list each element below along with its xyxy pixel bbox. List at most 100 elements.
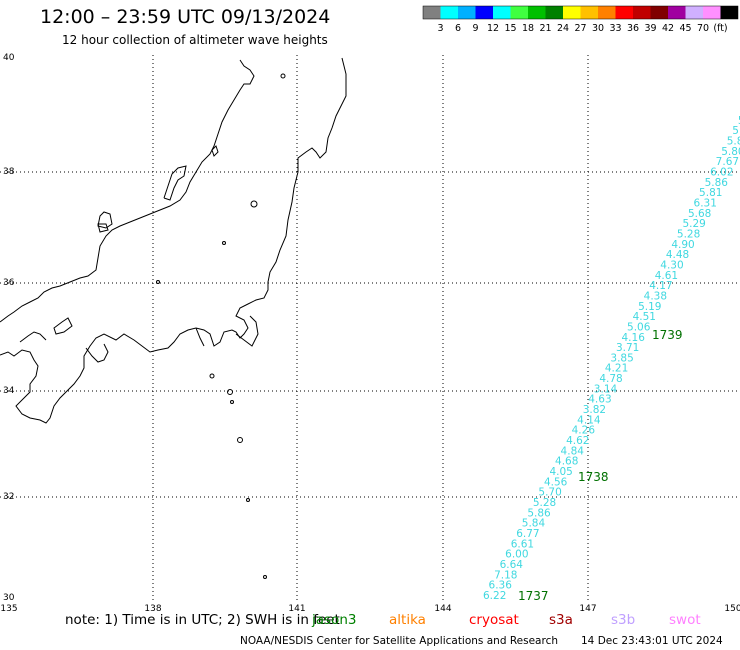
colorbar-label: 9 [472, 23, 478, 34]
shikoku-east [19, 331, 47, 343]
island [250, 200, 258, 208]
colorbar-swatch [510, 6, 528, 19]
colorbar-swatch [650, 6, 668, 19]
wave-height-value: 4.14 [577, 414, 601, 426]
wave-height-value: 6.64 [500, 559, 524, 571]
wave-height-value: 4.51 [633, 311, 656, 323]
colorbar-swatch [493, 6, 511, 19]
track-time-label: 1739 [652, 328, 683, 342]
latitude-label: 38 [3, 167, 15, 177]
colorbar-label: 15 [504, 23, 516, 34]
colorbar-swatch [598, 6, 616, 19]
wave-height-value: 3.71 [616, 342, 639, 354]
lake-biwa [97, 211, 113, 229]
satellite-track: 6.226.367.186.646.006.616.775.845.865.28… [483, 115, 740, 602]
colorbar-swatch [703, 6, 721, 19]
wave-height-value: 5.86 [705, 177, 729, 189]
wave-height-value: 6.77 [516, 528, 539, 540]
wave-height-value: 5.06 [627, 321, 651, 333]
colorbar-label: 12 [487, 23, 499, 34]
colorbar-swatch [685, 6, 703, 19]
colorbar-swatch [458, 6, 476, 19]
track-time-label: 1737 [518, 589, 549, 603]
satellite-legend-swot: swot [669, 612, 701, 628]
colorbar-swatch [668, 6, 686, 19]
wave-height-value: 5.70 [538, 487, 561, 499]
wave-height-value: 5.86 [527, 507, 551, 519]
satellite-legend-s3b: s3b [611, 612, 636, 628]
colorbar-label: 3 [437, 23, 443, 34]
colorbar-label: 42 [662, 23, 674, 34]
latitude-labels: 40 38 36 34 32 30 [3, 53, 15, 603]
longitude-label: 147 [579, 604, 596, 612]
wave-height-value: 4.30 [660, 259, 683, 271]
wave-height-value: 4.63 [588, 394, 611, 406]
satellite-legend-jason3: jason3 [312, 612, 357, 628]
noto-peninsula [163, 165, 187, 201]
track-time-label: 1738 [578, 470, 609, 484]
colorbar-label: 24 [557, 23, 569, 34]
island [156, 280, 160, 284]
colorbar-label: (ft) [713, 23, 727, 34]
wave-height-value: 5.80 [721, 146, 740, 158]
island [230, 400, 234, 404]
island [263, 575, 267, 579]
satellite-legend-altika: altika [389, 612, 426, 628]
colorbar-swatch [545, 6, 563, 19]
wave-height-value: 4.61 [655, 270, 678, 282]
colorbar-swatch [563, 6, 581, 19]
longitude-label: 135 [0, 604, 17, 612]
page-title: 12:00 – 23:59 UTC 09/13/2024 [40, 6, 331, 28]
wave-height-value: 5.28 [677, 228, 700, 240]
colorbar-swatch [580, 6, 598, 19]
wave-height-map: 40 38 36 34 32 30 135 138 141 144 147 150 6.226.36… [0, 53, 740, 612]
wave-height-value: 4.26 [572, 425, 596, 437]
latitude-label: 36 [3, 278, 15, 288]
colorbar-label: 33 [609, 23, 621, 34]
colorbar-label: 36 [627, 23, 639, 34]
wave-height-value: 4.56 [544, 476, 568, 488]
satellite-legend-s3a: s3a [549, 612, 573, 628]
page-subtitle: 12 hour collection of altimeter wave hei… [62, 33, 328, 47]
wave-height-value: 4.38 [644, 290, 667, 302]
satellite-legend-cryosat: cryosat [469, 612, 519, 628]
wave-height-value: 5.85 [727, 135, 740, 147]
japan-sea-coastline [0, 59, 255, 323]
wave-height-value: 6.02 [710, 166, 733, 178]
wave-height-value: 7.18 [494, 569, 517, 581]
wave-height-value: 6.00 [505, 549, 528, 561]
island [227, 389, 233, 395]
awaji-island [53, 317, 73, 335]
wave-height-value: 5.68 [688, 208, 711, 220]
longitude-label: 150 [724, 604, 740, 612]
island [246, 498, 250, 502]
wave-height-value: 7.67 [716, 156, 739, 168]
latitude-label: 30 [3, 593, 15, 603]
colorbar-swatch [720, 6, 738, 19]
wave-height-value: 6.61 [511, 538, 534, 550]
wave-height-value: 5.8 [732, 125, 740, 137]
colorbar-label: 27 [574, 23, 586, 34]
colorbar-swatch [633, 6, 651, 19]
wave-height-value: 4.16 [622, 332, 646, 344]
wave-height-value: 4.05 [549, 466, 572, 478]
latitude-label: 34 [3, 386, 15, 396]
longitude-label: 144 [434, 604, 451, 612]
colorbar-border [422, 5, 739, 20]
island [237, 437, 243, 443]
map-grid [0, 55, 740, 600]
izu-peninsula [195, 327, 205, 347]
colorbar-swatch [440, 6, 458, 19]
colorbar-label: 70 [697, 23, 709, 34]
wave-height-value: 5.19 [638, 301, 661, 313]
colorbar-swatch [475, 6, 493, 19]
note-text: note: 1) Time is in UTC; 2) SWH is in fe… [65, 612, 340, 628]
footer-organization: NOAA/NESDIS Center for Satellite Applica… [240, 635, 558, 647]
wave-height-value: 5. [738, 115, 740, 127]
footer-timestamp: 14 Dec 23:43:01 UTC 2024 [581, 635, 723, 647]
wave-height-value: 6.36 [489, 580, 513, 592]
colorbar-swatch [528, 6, 546, 19]
longitude-labels: 135 138 141 144 147 150 [0, 604, 740, 612]
wave-height-value: 3.85 [610, 352, 633, 364]
wave-height-value: 5.81 [699, 187, 722, 199]
